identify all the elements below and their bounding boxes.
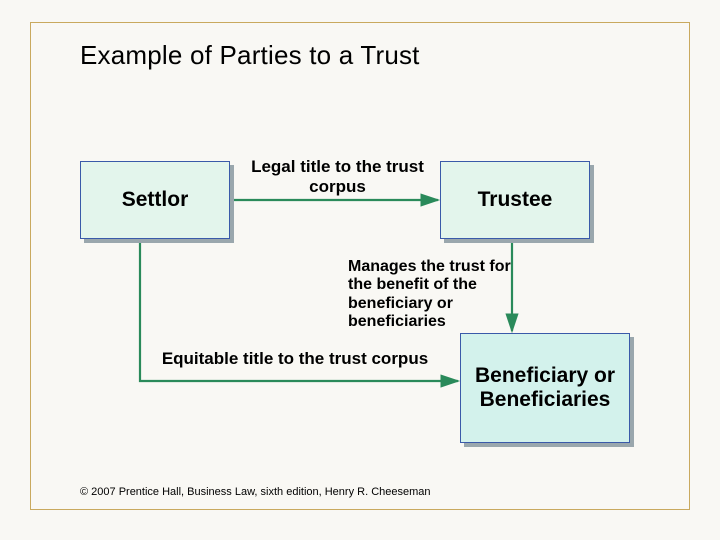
label-legal-title: Legal title to the trust corpus — [235, 157, 440, 198]
label-manages: Manages the trust for the benefit of the… — [348, 258, 538, 332]
slide-title: Example of Parties to a Trust — [80, 40, 640, 71]
slide-content: Example of Parties to a Trust Legal titl… — [30, 22, 690, 510]
label-equitable-title: Equitable title to the trust corpus — [160, 349, 430, 369]
node-beneficiary-label: Beneficiary or Beneficiaries — [465, 364, 625, 412]
trust-diagram: Legal title to the trust corpus Manages … — [80, 81, 640, 461]
node-beneficiary: Beneficiary or Beneficiaries — [460, 333, 630, 443]
node-settlor-label: Settlor — [122, 188, 189, 212]
copyright-text: © 2007 Prentice Hall, Business Law, sixt… — [80, 486, 431, 498]
node-trustee-label: Trustee — [478, 188, 553, 212]
node-settlor: Settlor — [80, 161, 230, 239]
node-trustee: Trustee — [440, 161, 590, 239]
